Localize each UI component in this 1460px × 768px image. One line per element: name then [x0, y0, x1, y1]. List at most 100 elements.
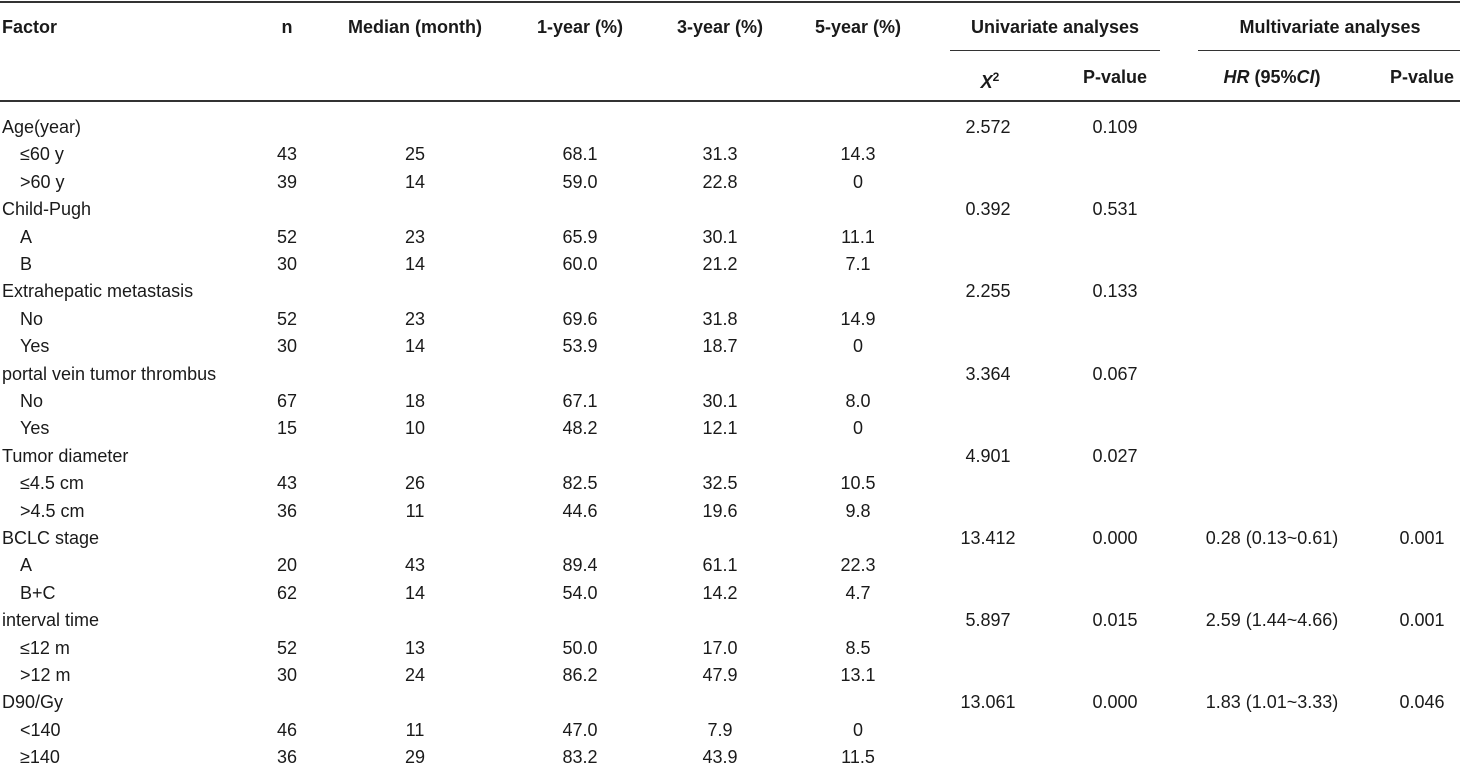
one-year-cell: 83.2	[562, 747, 598, 768]
median-cell: 14	[404, 582, 426, 603]
factor-level-label: ≤12 m	[20, 637, 70, 658]
factor-group-label: Age(year)	[2, 117, 82, 137]
median-cell: 23	[404, 308, 426, 329]
p-value-univariate-cell: 0.000	[1092, 528, 1138, 548]
five-year-cell: 13.1	[840, 665, 876, 685]
n-cell: 36	[276, 500, 298, 521]
five-year-cell: 10.5	[840, 473, 876, 494]
one-year-cell: 82.5	[562, 473, 598, 494]
five-year-cell: 0	[852, 418, 864, 439]
chi-square-cell: 2.572	[965, 117, 1011, 137]
chi-square-cell: 2.255	[965, 281, 1011, 302]
chi-square-cell: 3.364	[965, 363, 1011, 384]
five-year-cell: 11.5	[841, 747, 875, 768]
header-hazard-ratio: HR (95%CI)	[1223, 66, 1320, 88]
n-cell: 46	[276, 719, 298, 740]
median-cell: 14	[404, 171, 426, 192]
median-cell: 29	[404, 747, 426, 768]
median-cell: 25	[404, 144, 426, 165]
one-year-cell: 44.6	[562, 500, 598, 521]
five-year-cell: 11.1	[841, 226, 875, 247]
median-cell: 23	[404, 226, 426, 247]
five-year-cell: 0	[852, 336, 864, 357]
header-p-value-univariate: P-value	[1082, 67, 1148, 87]
header-bottom-rule	[0, 100, 1460, 102]
one-year-cell: 89.4	[562, 555, 598, 576]
n-cell: 30	[276, 665, 298, 685]
median-cell: 11	[405, 719, 425, 740]
three-year-cell: 19.6	[702, 500, 738, 521]
median-cell: 14	[404, 254, 426, 274]
median-cell: 13	[404, 637, 426, 658]
median-cell: 18	[404, 391, 426, 411]
factor-level-label: <140	[20, 719, 61, 740]
chi-square-cell: 13.412	[960, 528, 1016, 548]
n-cell: 62	[276, 582, 298, 603]
five-year-cell: 8.5	[845, 637, 871, 658]
three-year-cell: 21.2	[702, 254, 738, 274]
p-value-univariate-cell: 0.133	[1092, 281, 1138, 302]
p-value-univariate-cell: 0.067	[1092, 363, 1138, 384]
median-cell: 10	[404, 418, 426, 439]
chi-square-exponent: 2	[992, 70, 1000, 84]
p-value-multivariate-cell: 0.046	[1399, 692, 1445, 713]
n-cell: 43	[276, 473, 298, 494]
three-year-cell: 30.1	[702, 226, 738, 247]
hazard-ratio-cell: 0.28 (0.13~0.61)	[1205, 528, 1339, 548]
three-year-cell: 30.1	[702, 391, 738, 411]
ci-close: )	[1314, 67, 1321, 87]
three-year-cell: 18.7	[702, 336, 738, 357]
factor-level-label: >60 y	[20, 171, 65, 192]
factor-level-label: A	[20, 555, 33, 576]
median-cell: 26	[404, 473, 426, 494]
p-value-univariate-cell: 0.000	[1092, 692, 1138, 713]
one-year-cell: 59.0	[562, 171, 598, 192]
three-year-cell: 43.9	[702, 747, 738, 768]
factor-level-label: ≤4.5 cm	[20, 473, 84, 494]
three-year-cell: 12.1	[702, 418, 738, 439]
chi-square-symbol: X	[980, 72, 993, 92]
factor-group-label: Child-Pugh	[2, 199, 92, 220]
header-chi-square: X2	[981, 66, 1000, 93]
one-year-cell: 53.9	[562, 336, 598, 357]
ci-symbol: CI	[1296, 67, 1315, 87]
n-cell: 39	[276, 171, 298, 192]
n-cell: 36	[276, 747, 298, 768]
three-year-cell: 47.9	[702, 665, 738, 685]
header-n: n	[281, 17, 293, 37]
one-year-cell: 47.0	[562, 719, 598, 740]
hazard-ratio-cell: 1.83 (1.01~3.33)	[1205, 692, 1339, 713]
five-year-cell: 0	[852, 171, 864, 192]
p-value-univariate-cell: 0.027	[1092, 445, 1138, 466]
header-5-year: 5-year (%)	[814, 17, 902, 37]
one-year-cell: 50.0	[562, 637, 598, 658]
univariate-underline	[950, 50, 1160, 51]
factor-level-label: >4.5 cm	[20, 500, 85, 521]
p-value-univariate-cell: 0.109	[1092, 117, 1138, 137]
p-value-univariate-cell: 0.531	[1092, 199, 1138, 220]
factor-group-label: interval time	[2, 610, 100, 631]
chi-square-cell: 0.392	[965, 199, 1011, 220]
three-year-cell: 17.0	[702, 637, 738, 658]
median-cell: 43	[404, 555, 426, 576]
p-value-multivariate-cell: 0.001	[1399, 610, 1445, 631]
factor-group-label: D90/Gy	[2, 692, 64, 713]
factor-level-label: ≤60 y	[20, 144, 64, 165]
three-year-cell: 22.8	[702, 171, 738, 192]
n-cell: 52	[276, 308, 298, 329]
header-univariate: Univariate analyses	[970, 17, 1140, 37]
n-cell: 52	[276, 637, 298, 658]
p-value-univariate-cell: 0.015	[1092, 610, 1138, 631]
one-year-cell: 67.1	[562, 391, 598, 411]
factor-level-label: Yes	[20, 336, 50, 357]
n-cell: 43	[276, 144, 298, 165]
n-cell: 20	[276, 555, 298, 576]
five-year-cell: 9.8	[845, 500, 871, 521]
three-year-cell: 31.3	[702, 144, 738, 165]
factor-level-label: B	[20, 254, 33, 274]
header-3-year: 3-year (%)	[676, 17, 764, 37]
three-year-cell: 7.9	[707, 719, 733, 740]
n-cell: 30	[276, 254, 298, 274]
ci-open: (95%	[1249, 67, 1297, 87]
